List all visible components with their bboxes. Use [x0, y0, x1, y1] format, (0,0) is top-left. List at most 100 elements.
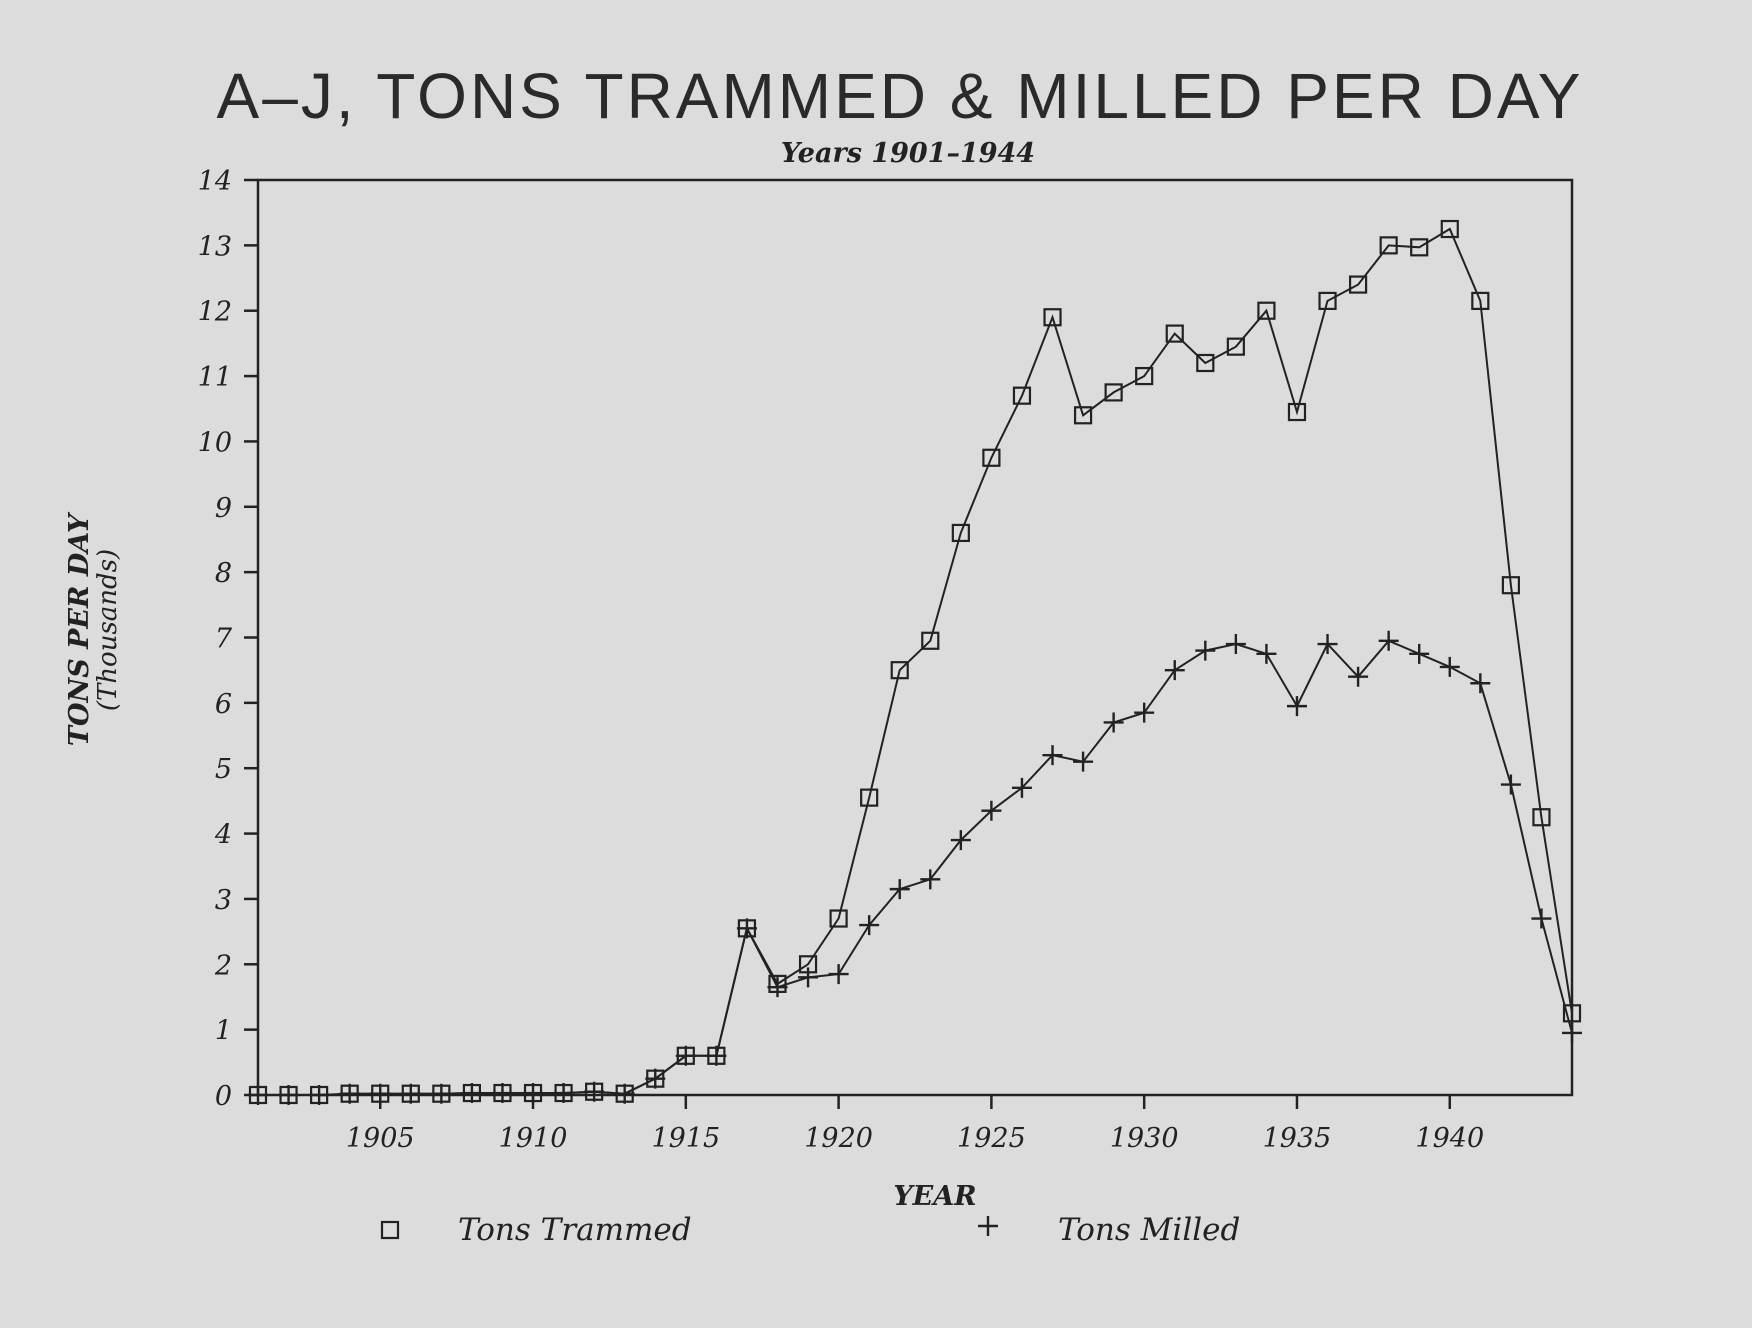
data-point-square — [1165, 324, 1184, 343]
legend-item: Tons Trammed — [380, 1212, 692, 1248]
y-tick-label: 14 — [198, 166, 232, 197]
data-point-plus — [1164, 660, 1185, 681]
data-point-square — [1410, 238, 1429, 257]
data-point-square — [1318, 291, 1337, 311]
x-axis-title: YEAR — [893, 1181, 976, 1212]
y-axis-label: TONS PER DAY (Thousands) — [64, 511, 123, 746]
data-point-square — [1104, 383, 1123, 402]
data-point-plus — [1348, 666, 1369, 687]
data-point-square — [380, 1220, 400, 1240]
data-point-plus — [1439, 656, 1460, 677]
data-point-square — [1012, 386, 1032, 405]
data-point-plus — [1531, 908, 1552, 929]
y-tick-label: 7 — [215, 624, 233, 655]
data-point-plus — [706, 1045, 727, 1066]
data-point-plus — [400, 1083, 421, 1104]
y-axis-title: TONS PER DAY — [64, 511, 95, 746]
y-tick-label: 3 — [215, 885, 232, 916]
data-point-plus — [492, 1083, 513, 1104]
data-point-square — [921, 631, 940, 650]
data-point-plus — [370, 1083, 391, 1104]
y-tick-label: 12 — [198, 297, 232, 328]
data-point-plus — [278, 1085, 299, 1105]
data-point-plus — [950, 830, 971, 851]
y-tick-label: 11 — [198, 362, 232, 393]
legend-label: Tons Trammed — [458, 1212, 692, 1248]
plot-frame — [256, 178, 1574, 1097]
data-point-plus — [798, 967, 819, 988]
x-tick-label: 1930 — [1110, 1123, 1179, 1154]
data-point-square — [1562, 1004, 1582, 1023]
data-point-plus — [1134, 702, 1155, 723]
y-tick-label: 5 — [215, 754, 232, 785]
data-point-square — [1379, 236, 1398, 255]
legend: Tons Trammed Tons Milled — [380, 1212, 1240, 1248]
data-point-plus — [339, 1083, 360, 1104]
data-point-plus — [1286, 696, 1307, 717]
y-tick-label: 0 — [215, 1081, 232, 1112]
y-tick-label: 2 — [214, 950, 232, 981]
x-tick-label: 1905 — [346, 1123, 415, 1154]
data-point-square — [1471, 291, 1490, 311]
data-point-square — [1501, 576, 1520, 595]
x-tick-label: 1925 — [957, 1123, 1026, 1154]
data-point-plus — [1225, 634, 1246, 655]
data-point-plus — [978, 1216, 998, 1236]
data-point-plus — [1042, 745, 1063, 766]
data-point-plus — [1409, 643, 1430, 664]
series-2 — [248, 630, 1582, 1105]
y-tick-label: 10 — [198, 427, 232, 458]
data-point-plus — [645, 1068, 666, 1089]
data-point-plus — [1195, 640, 1216, 661]
x-tick-label: 1940 — [1415, 1123, 1484, 1154]
series-line — [258, 639, 1573, 1096]
y-tick-label: 13 — [198, 231, 232, 262]
x-tick-label: 1935 — [1263, 1123, 1332, 1154]
data-point-plus — [431, 1083, 452, 1104]
chart-title: A–J, TONS TRAMMED & MILLED PER DAY — [217, 60, 1584, 132]
data-point-plus — [889, 879, 910, 900]
y-axis-subtitle: (Thousands) — [93, 549, 123, 711]
data-point-plus — [584, 1081, 605, 1102]
data-point-plus — [1378, 630, 1399, 651]
chart-subtitle: Years 1901–1944 — [781, 138, 1035, 169]
y-tick-label: 4 — [214, 820, 232, 851]
data-point-plus — [248, 1085, 268, 1105]
data-point-plus — [1317, 634, 1338, 655]
x-tick-label: 1910 — [499, 1123, 568, 1154]
data-point-plus — [1470, 673, 1491, 694]
data-point-plus — [1256, 643, 1277, 664]
x-axis: 1905 1910 1915 1920 1925 1930 1935 1940 — [346, 1095, 1484, 1154]
y-tick-label: 1 — [215, 1016, 232, 1047]
data-point-square — [829, 909, 848, 928]
data-point-square — [1135, 366, 1154, 386]
data-point-square — [951, 523, 970, 543]
data-point-plus — [981, 800, 1002, 821]
x-tick-label: 1920 — [804, 1123, 873, 1154]
data-point-square — [1287, 402, 1307, 422]
data-point-plus — [461, 1083, 482, 1104]
data-point-plus — [1073, 751, 1094, 772]
y-tick-label: 9 — [215, 493, 232, 524]
data-point-square — [1043, 308, 1062, 327]
data-point-square — [860, 788, 879, 807]
data-point-square — [1440, 219, 1459, 239]
data-point-plus — [1500, 774, 1521, 795]
data-point-plus — [1103, 712, 1124, 733]
data-point-plus — [736, 918, 757, 939]
y-tick-label: 6 — [215, 689, 232, 720]
data-point-square — [890, 661, 909, 680]
data-point-square — [1073, 406, 1093, 425]
data-point-plus — [523, 1083, 544, 1104]
data-point-plus — [614, 1083, 635, 1104]
data-point-plus — [859, 915, 880, 936]
data-point-plus — [920, 869, 941, 890]
data-point-plus — [553, 1083, 574, 1104]
series-line — [258, 227, 1573, 1096]
data-point-plus — [675, 1045, 696, 1066]
data-point-plus — [309, 1085, 330, 1105]
data-point-plus — [1011, 777, 1032, 798]
legend-label: Tons Milled — [1058, 1212, 1240, 1248]
